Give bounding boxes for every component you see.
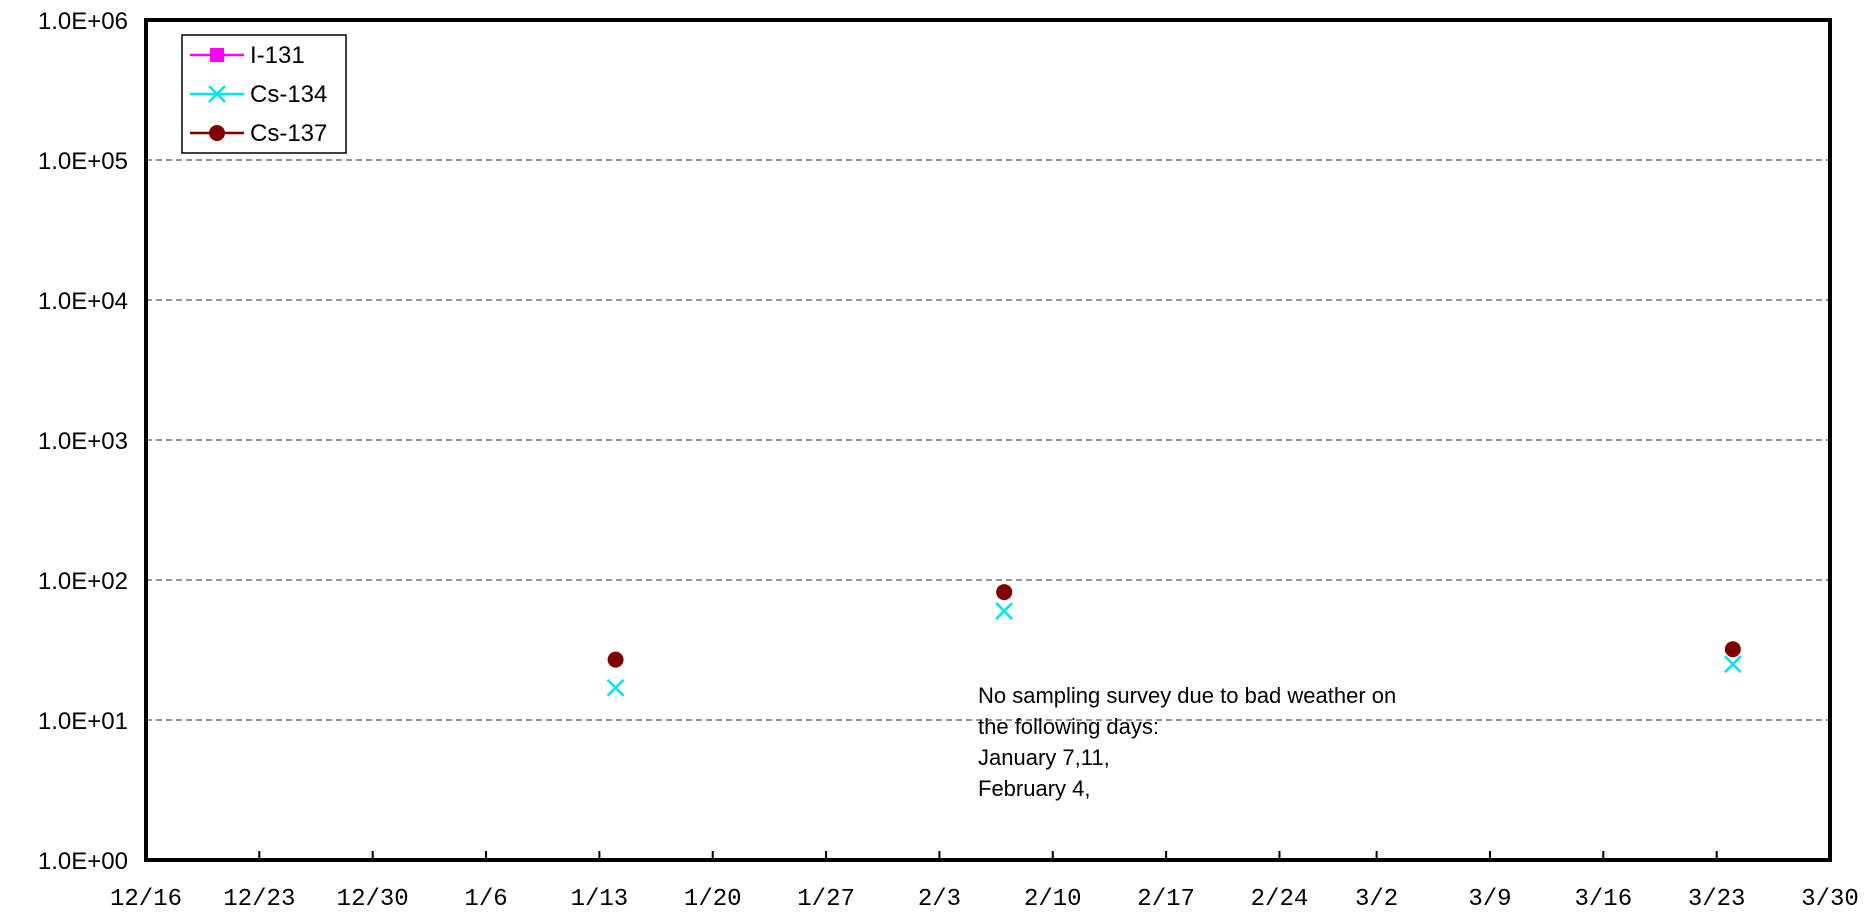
x-tick-label: 12/30 — [337, 886, 409, 913]
x-tick-label: 12/23 — [223, 886, 295, 913]
legend-marker — [208, 85, 226, 103]
data-point — [995, 602, 1014, 620]
x-tick-label: 12/16 — [110, 886, 182, 913]
legend-item-i-131: I-131 — [190, 42, 305, 69]
legend-item-cs-134: Cs-134 — [190, 81, 327, 108]
annotation-line: the following days: — [978, 714, 1159, 739]
annotation-line: February 4, — [978, 776, 1091, 801]
annotation-note: No sampling survey due to bad weather on… — [978, 683, 1396, 801]
legend-label: Cs-134 — [250, 81, 327, 108]
legend-label: I-131 — [250, 42, 305, 69]
x-tick-label: 3/30 — [1801, 886, 1859, 913]
y-tick-label: 1.0E+02 — [38, 568, 128, 595]
y-tick-label: 1.0E+03 — [38, 428, 128, 455]
x-tick-label: 2/17 — [1137, 886, 1195, 913]
plot-frame — [144, 18, 1832, 862]
y-tick-label: 1.0E+06 — [38, 8, 128, 35]
x-tick-label: 3/16 — [1575, 886, 1633, 913]
legend-label: Cs-137 — [250, 120, 327, 147]
series-layer — [606, 584, 1742, 697]
x-tick-label: 1/20 — [684, 886, 742, 913]
grid-layer — [146, 159, 1830, 721]
y-tick-label: 1.0E+00 — [38, 848, 128, 875]
annotation-layer: No sampling survey due to bad weather on… — [978, 683, 1396, 801]
x-tick-label: 3/23 — [1688, 886, 1746, 913]
series-cs-137 — [607, 584, 1741, 668]
data-point — [996, 584, 1013, 601]
legend: I-131 Cs-134 Cs-137 — [181, 34, 347, 154]
y-tick-label: 1.0E+04 — [38, 288, 128, 315]
x-axis-ticks: 12/16 12/23 12/30 1/6 1/13 1/20 1/27 2/3 2/10 2/1… — [110, 851, 1859, 913]
y-axis-ticks: 1.0E+00 1.0E+01 1.0E+02 1.0E+03 1.0E+04 1.0E+… — [38, 8, 128, 875]
annotation-line: No sampling survey due to bad weather on — [978, 683, 1396, 708]
data-point — [606, 678, 625, 697]
x-tick-label: 3/9 — [1468, 886, 1511, 913]
annotation-line: January 7,11, — [978, 745, 1110, 770]
plot-frame-layer — [144, 18, 1832, 862]
y-tick-label: 1.0E+05 — [38, 148, 128, 175]
x-tick-label: 3/2 — [1355, 886, 1398, 913]
x-tick-label: 2/24 — [1251, 886, 1309, 913]
x-tick-label: 2/3 — [918, 886, 961, 913]
x-tick-label: 1/6 — [464, 886, 507, 913]
data-point — [607, 651, 624, 668]
x-tick-label: 1/13 — [571, 886, 629, 913]
x-tick-label: 2/10 — [1024, 886, 1082, 913]
legend-marker — [209, 125, 225, 141]
y-tick-label: 1.0E+01 — [38, 708, 128, 735]
legend-item-cs-137: Cs-137 — [190, 120, 327, 147]
series-cs-134 — [606, 602, 1742, 697]
data-point — [1723, 655, 1742, 674]
legend-marker — [210, 48, 224, 62]
data-point — [1724, 641, 1741, 658]
x-tick-label: 1/27 — [797, 886, 855, 913]
